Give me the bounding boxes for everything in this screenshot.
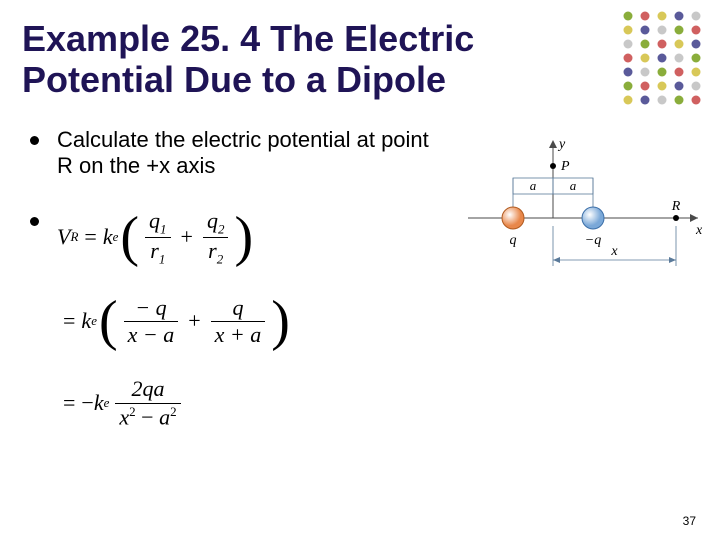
svg-text:P: P	[560, 159, 570, 174]
svg-text:a: a	[570, 178, 577, 193]
bullet-dot-icon	[30, 217, 39, 226]
formula-1: VR = ke ( q1 r1 + q2 r2 )	[57, 208, 292, 267]
corner-dot-decoration	[618, 8, 706, 114]
formula-2: = ke ( − q x − a + q x + a )	[57, 295, 292, 349]
svg-text:q: q	[510, 233, 517, 248]
dipole-diagram: y x Pa a q −q Rx	[458, 130, 708, 290]
svg-text:−q: −q	[585, 233, 601, 248]
formula-group: VR = ke ( q1 r1 + q2 r2 ) =	[57, 208, 292, 459]
bullet-text-1: Calculate the electric potential at poin…	[57, 127, 437, 180]
formula-3: = −ke 2qa x2 − a2	[57, 376, 292, 430]
svg-text:y: y	[557, 137, 566, 152]
svg-text:R: R	[671, 199, 681, 214]
svg-text:x: x	[610, 244, 618, 259]
slide-title: Example 25. 4 The Electric Potential Due…	[0, 0, 500, 111]
svg-text:x: x	[695, 223, 703, 238]
page-number: 37	[683, 514, 696, 528]
svg-text:a: a	[530, 178, 537, 193]
bullet-dot-icon	[30, 136, 39, 145]
